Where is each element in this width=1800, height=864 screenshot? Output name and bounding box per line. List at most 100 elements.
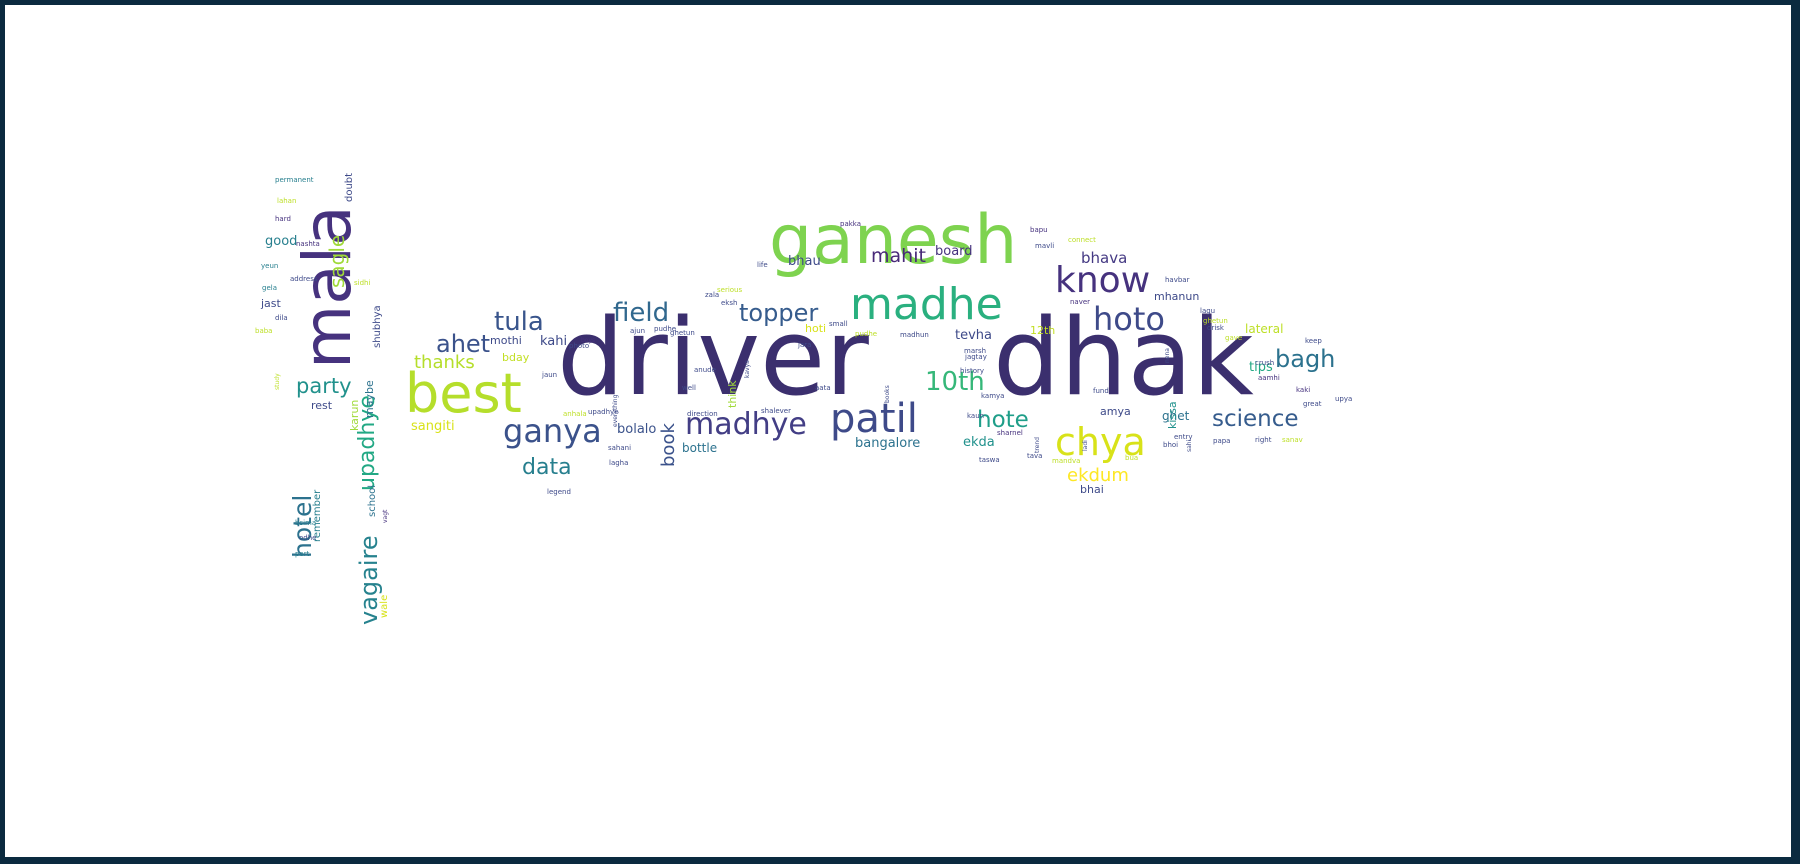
word-75: vagt [382,509,389,523]
word-116: connect [1068,236,1096,244]
word-133: entry [1174,433,1193,441]
word-128: great [1303,400,1322,408]
word-94: madhun [900,331,929,339]
word-127: kaki [1296,386,1311,394]
word-58: shubhya [372,305,383,348]
word-135: fund [1093,387,1109,395]
word-10: know [1055,260,1151,301]
word-73: odhe [299,534,317,542]
word-91: direction [687,410,718,418]
word-28: sagle [325,234,349,288]
word-97: life [757,261,768,269]
word-83: ghetun [670,329,695,337]
word-115: mavli [1035,242,1055,250]
word-126: aamhi [1258,374,1280,382]
word-43: kissa [1166,401,1179,429]
word-131: sanav [1282,436,1303,444]
word-130: right [1255,436,1272,444]
word-68: dila [275,314,288,322]
word-41: tips [1249,360,1273,375]
word-4: best [405,362,522,425]
word-70: baba [255,327,273,335]
word-80: photo [569,342,590,350]
word-106: marsh [964,347,987,355]
word-7: chya [1055,420,1146,464]
word-55: karun [348,399,361,431]
word-38: ekda [963,435,995,450]
word-6: patil [830,396,918,442]
word-112: havbar [1165,276,1190,284]
word-29: book [658,423,679,467]
word-110: taswa [979,456,1000,464]
word-79: pudhe [654,325,677,333]
word-8: ganya [503,412,602,450]
word-17: 10th [925,367,985,397]
word-61: permanent [275,176,314,184]
word-51: good [265,234,298,249]
word-108: kamya [981,392,1005,400]
word-136: ladi [1082,440,1089,451]
canvas-frame: driver dhak ganesh mala best madhe patil chya ga… [5,5,1791,857]
word-cloud: driver dhak ganesh mala best madhe patil chya ga… [5,5,1791,857]
word-111: mandva [1052,457,1081,465]
word-64: nashta [296,240,320,248]
word-98: pakka [840,220,862,228]
word-109: kaun [967,412,985,420]
word-134: nena [1164,348,1171,363]
word-67: gela [262,284,277,292]
word-37: bangalore [855,436,921,451]
word-44: bhai [1080,483,1104,496]
word-9: madhye [685,407,807,442]
word-90: lagha [609,459,629,467]
word-53: rest [311,399,333,412]
word-107: history [960,367,985,375]
word-42: ghet [1162,409,1190,423]
word-96: serious [717,286,743,294]
word-13: topper [739,299,819,327]
word-125: crush [1255,359,1275,367]
word-18: hote [977,407,1029,433]
word-59: doubt [344,172,355,202]
word-1: dhak [993,296,1254,419]
word-46: 12th [1030,324,1056,337]
word-78: ajun [630,327,646,335]
word-60: wale [379,594,390,618]
word-121: ghetun [1203,317,1228,325]
word-35: sangiti [411,419,455,434]
word-137: bhoi [1163,441,1179,449]
word-122: drisk [1207,324,1224,332]
word-40: lateral [1245,322,1284,336]
word-118: trend [1034,437,1041,453]
word-56: school [367,484,378,517]
word-32: bhau [788,254,821,269]
word-84: anude [694,366,716,374]
word-119: tava [1027,452,1043,460]
word-31: board [935,244,973,259]
word-22: thanks [414,352,475,373]
word-48: mothi [490,334,522,347]
word-105: jagtay [965,353,987,361]
word-26: vagaire [355,535,383,625]
word-11: hoto [1093,300,1165,338]
word-12: field [613,298,670,328]
word-93: pudhe [855,330,878,338]
word-129: upya [1335,395,1353,403]
word-74: part [295,550,310,558]
word-124: keep [1305,337,1322,345]
word-49: bday [502,351,530,364]
word-72: bsima [295,519,317,527]
word-50: think [726,380,739,408]
word-52: jast [261,297,281,310]
word-100: eksh [721,299,738,307]
word-20: data [522,455,572,480]
word-139: bua [1125,454,1139,462]
word-54: maybe [363,380,376,418]
word-69: sidhi [354,279,371,287]
word-0: driver [557,296,869,419]
word-62: lahan [277,197,297,205]
word-132: papa [1213,437,1231,445]
word-81: boys [581,337,596,344]
word-71: study [274,373,281,390]
word-36: bottle [682,441,718,455]
word-77: legend [547,488,571,496]
